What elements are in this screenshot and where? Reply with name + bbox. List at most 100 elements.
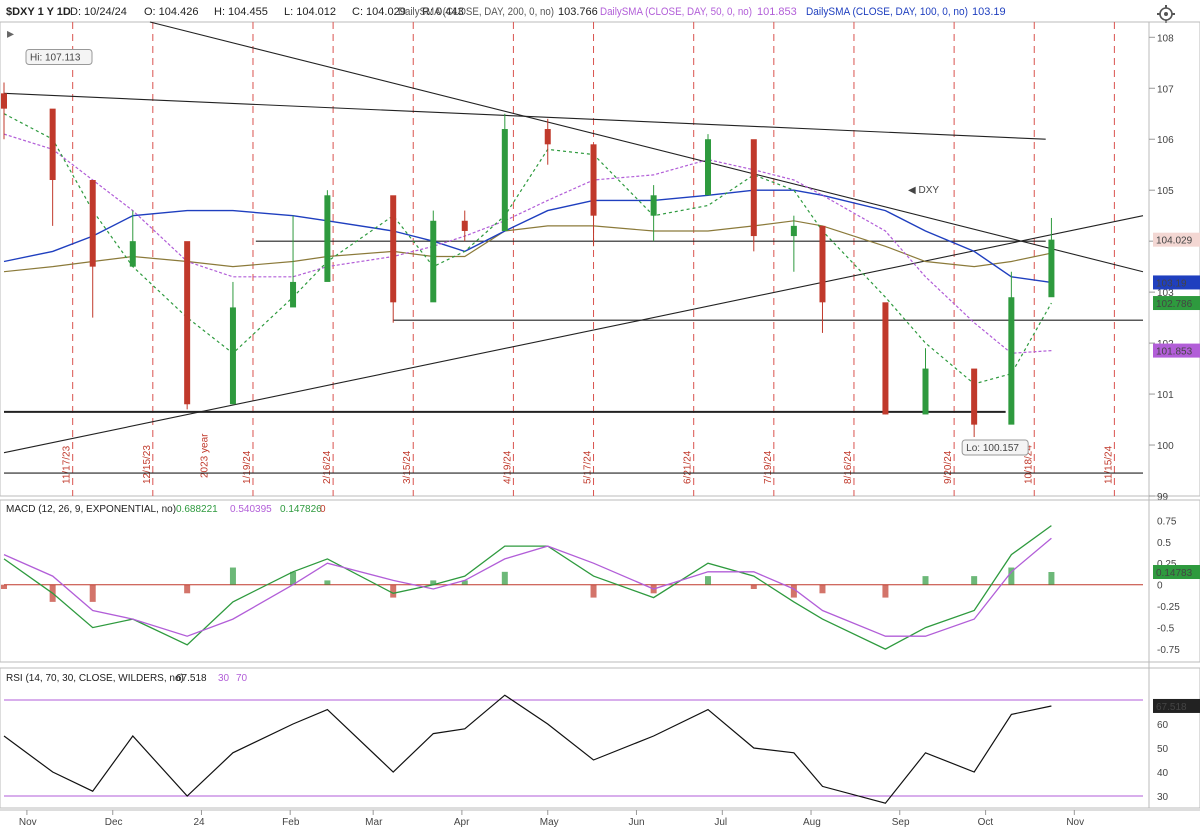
candle-body[interactable] (922, 368, 929, 415)
sma100-tag-box (1153, 275, 1200, 290)
macd-hist-bar (790, 584, 797, 598)
x-month-label: Dec (105, 817, 123, 828)
macd-hist-bar (819, 584, 826, 594)
sma-line (3, 113, 1052, 385)
rsi-label: RSI (14, 70, 30, CLOSE, WILDERS, no) (6, 673, 184, 684)
trendline (3, 215, 1144, 454)
candle-body[interactable] (390, 195, 397, 303)
sma50-tag: 101.853 (1156, 347, 1193, 358)
price-tick-label: 108 (1157, 33, 1174, 44)
last-price-tag-box (1153, 232, 1200, 247)
candle-body[interactable] (1048, 239, 1055, 298)
macd-hist-bar (590, 584, 597, 598)
vertical-date-label: 12/15/23 (142, 445, 153, 484)
candle-body[interactable] (882, 302, 889, 415)
price-tick-label: 103 (1157, 288, 1174, 299)
lo-label-box (961, 439, 1029, 456)
macd-panel[interactable]: MACD (12, 26, 9, EXPONENTIAL, no) 0.68822… (0, 499, 1200, 663)
gear-icon[interactable] (1157, 5, 1175, 23)
vertical-date-label: 3/15/24 (402, 450, 413, 484)
sma-line (3, 189, 1052, 284)
vertical-date-label: 9/20/24 (943, 450, 954, 484)
candle-body[interactable] (750, 139, 757, 237)
candle-body[interactable] (705, 139, 712, 196)
candle-body[interactable] (1, 93, 7, 109)
macd-tag: 0.14783 (1156, 568, 1193, 579)
sma20-tag-box (1153, 296, 1200, 311)
macd-hist-bar (461, 580, 468, 585)
vertical-date-label: 1/19/24 (242, 450, 253, 484)
x-month-label: Apr (454, 817, 470, 828)
rsi-header-value: 30 (218, 673, 230, 684)
price-tick-label: 99 (1157, 492, 1169, 503)
hi-label: Hi: 107.113 (30, 52, 81, 63)
macd-hist-bar (922, 576, 929, 585)
x-month-label: 24 (193, 817, 205, 828)
year-marker-label: 2023 year (199, 433, 210, 478)
lo-label: Lo: 100.157 (966, 443, 1019, 454)
macd-panel-frame (0, 499, 1200, 663)
header-symbol[interactable]: $DXY 1 Y 1D (6, 6, 71, 18)
candle-body[interactable] (430, 220, 437, 303)
candle-body[interactable] (129, 241, 136, 267)
vertical-date-label: 11/15/24 (1103, 445, 1114, 484)
x-month-label: Oct (978, 817, 994, 828)
header-sma200-label: DailySMA (CLOSE, DAY, 200, 0, no) (398, 6, 554, 18)
candle-body[interactable] (544, 129, 551, 145)
header-range: R: 0.443 (422, 6, 464, 18)
sma-line (3, 220, 1052, 273)
sma100-tag: 103.19 (1156, 278, 1187, 289)
candle-body[interactable] (819, 225, 826, 303)
macd-hist-bar (1, 584, 7, 589)
candle-body[interactable] (590, 144, 597, 216)
macd-header-value: 0.147826 (280, 504, 322, 515)
candle-body[interactable] (501, 129, 508, 231)
macd-tick-label: -0.5 (1157, 624, 1175, 635)
header-sma50-label: DailySMA (CLOSE, DAY, 50, 0, no) (600, 6, 752, 18)
x-month-label: Sep (892, 817, 910, 828)
rsi-panel[interactable]: RSI (14, 70, 30, CLOSE, WILDERS, no)67.5… (0, 667, 1200, 809)
candle-body[interactable] (184, 241, 191, 405)
header-sma100-label: DailySMA (CLOSE, DAY, 100, 0, no) (806, 6, 968, 18)
candle-body[interactable] (229, 307, 236, 405)
macd-hist-bar (229, 567, 236, 585)
chart-header: $DXY 1 Y 1D D: 10/24/24 O: 104.426 H: 10… (6, 6, 1006, 18)
symbol-marker: ◀ DXY (908, 185, 939, 196)
candle-body[interactable] (290, 281, 297, 308)
macd-header-value: 0.688221 (176, 504, 218, 515)
macd-tick-label: 0.25 (1157, 559, 1177, 570)
vertical-date-label: 6/21/24 (683, 450, 694, 484)
expand-icon[interactable]: ▸ (7, 25, 14, 41)
header-open: O: 104.426 (144, 6, 198, 18)
macd-hist-bar (750, 584, 757, 589)
candle-body[interactable] (89, 180, 96, 267)
macd-hist-bar (1008, 567, 1015, 585)
macd-hist-bar (89, 584, 96, 602)
macd-tick-label: -0.25 (1157, 602, 1180, 613)
rsi-tick-label: 50 (1157, 744, 1169, 755)
candle-body[interactable] (49, 108, 56, 180)
macd-tick-label: 0.75 (1157, 516, 1177, 527)
candle-body[interactable] (1008, 297, 1015, 425)
price-panel-frame (0, 21, 1200, 497)
candle-body[interactable] (324, 195, 331, 282)
rsi-tick-label: 60 (1157, 720, 1169, 731)
x-month-label: May (540, 817, 559, 828)
macd-hist-bar (882, 584, 889, 598)
rsi-header-value: 67.518 (176, 673, 207, 684)
rsi-tag: 67.518 (1156, 702, 1187, 713)
macd-tick-label: 0.5 (1157, 538, 1171, 549)
macd-hist-bar (290, 571, 297, 585)
candle-body[interactable] (790, 225, 797, 237)
sma-line (3, 133, 1052, 354)
macd-hist-bar (184, 584, 191, 594)
price-tick-label: 107 (1157, 84, 1174, 95)
trendline (149, 21, 1144, 273)
candle-body[interactable] (650, 195, 657, 216)
candle-body[interactable] (971, 368, 978, 425)
price-panel[interactable]: 1081071061051041031021011009911/17/2312/… (0, 21, 1200, 808)
candle-body[interactable] (461, 220, 468, 231)
hi-label-box (25, 48, 93, 65)
macd-tick-label: -0.75 (1157, 645, 1180, 656)
